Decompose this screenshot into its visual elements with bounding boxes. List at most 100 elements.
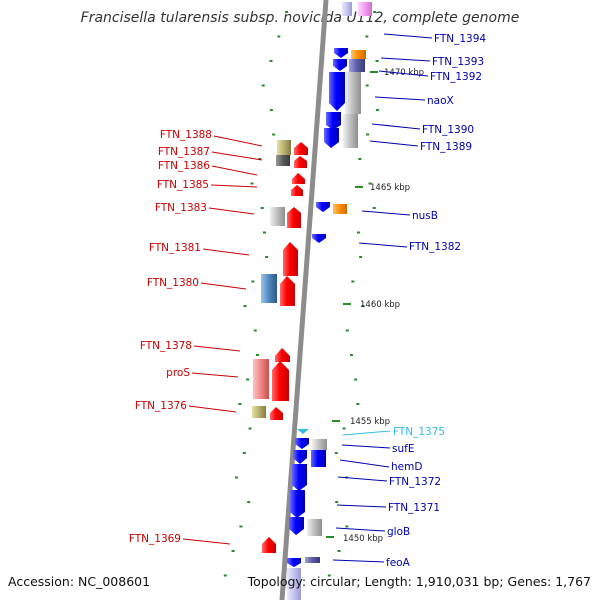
gene-arrow-ftn1380[interactable] [280,276,295,306]
genome-backbone [279,0,329,600]
gene-arrow-pros[interactable] [272,361,289,401]
leader-line [339,459,390,468]
leader-line [335,527,386,532]
gene-label-ftn1372[interactable]: FTN_1372 [389,476,441,488]
gene-arrow-ftn1390[interactable] [326,112,341,130]
gene-label-ftn1387[interactable]: FTN_1387 [158,146,210,158]
gene-block-ftn1394b[interactable] [358,2,372,16]
gc-skew-ticks [223,11,379,577]
gene-arrow-ftn1383[interactable] [287,207,301,228]
kbp-label-1460: 1460 kbp [360,300,400,310]
leader-line [337,476,388,482]
gene-label-nusb[interactable]: nusB [412,210,438,222]
gene-block-feoa[interactable] [305,557,320,563]
gene-label-ftn1392[interactable]: FTN_1392 [430,71,482,83]
gene-label-ftn1383[interactable]: FTN_1383 [155,202,207,214]
gene-label-ftn1386[interactable]: FTN_1386 [158,160,210,172]
gene-arrow-ftn1378[interactable] [275,348,290,362]
forward-strand-features [287,2,372,600]
gene-block-bottom[interactable] [287,568,301,600]
genome-summary-text: Topology: circular; Length: 1,910,031 bp… [247,574,591,589]
gene-arrow-ftn1392[interactable] [333,59,347,71]
gene-block-ftn1390[interactable] [343,114,358,148]
gene-label-sufe[interactable]: sufE [392,443,414,455]
gene-arrow-ftn1388[interactable] [294,142,308,155]
gene-label-hemd[interactable]: hemD [391,461,422,473]
gene-arrow-ftn1382[interactable] [312,234,326,243]
gene-arrow-nusb[interactable] [316,202,330,212]
leader-line [213,135,263,147]
gene-label-pros[interactable]: proS [166,367,190,379]
gene-block-ftn1380[interactable] [261,274,277,303]
leader-line [336,504,387,508]
gene-arrow-ftn1375[interactable] [297,429,309,434]
gene-block-nusb[interactable] [333,204,347,214]
gene-arrow-ftn1372[interactable] [292,464,307,491]
gene-label-ftn1381[interactable]: FTN_1381 [149,242,201,254]
gene-arrow-sufe[interactable] [295,438,309,449]
gene-block-pros[interactable] [253,359,269,399]
gene-label-ftn1380[interactable]: FTN_1380 [147,277,199,289]
right-gene-labels: FTN_1394 FTN_1393 FTN_1392 naoX FTN_1390… [332,33,486,569]
gene-label-ftn1388[interactable]: FTN_1388 [160,129,212,141]
gene-block-ftn1388[interactable] [277,140,291,155]
gene-label-ftn1385[interactable]: FTN_1385 [157,179,209,191]
gene-arrow-ftn1386[interactable] [292,173,305,184]
gene-arrow-naox[interactable] [329,72,345,111]
leader-line [191,372,239,378]
gene-arrow-ftn1393[interactable] [334,48,348,58]
gene-label-ftn1394[interactable]: FTN_1394 [434,33,486,45]
gene-arrow-ftn1389[interactable] [324,128,339,148]
leader-line [342,430,391,436]
leader-line [208,207,255,215]
gene-block-ftn1383[interactable] [270,207,285,226]
gene-arrow-ftn1381[interactable] [283,242,298,276]
gene-label-ftn1378[interactable]: FTN_1378 [140,340,192,352]
gene-label-ftn1376[interactable]: FTN_1376 [135,400,187,412]
gene-label-ftn1369[interactable]: FTN_1369 [129,533,181,545]
gene-arrow-ftn1376[interactable] [270,407,283,420]
leader-line [341,444,391,449]
gene-arrow-ftn1371[interactable] [290,490,305,518]
accession-text: Accession: NC_008601 [8,574,150,589]
gene-arrow-ftn1385[interactable] [291,185,303,196]
gene-block-ftn1392[interactable] [349,59,365,72]
kbp-scale: 1470 kbp 1465 kbp 1460 kbp 1455 kbp 1450… [326,68,424,544]
gene-block-glob[interactable] [307,519,322,536]
gene-label-feoa[interactable]: feoA [386,557,411,569]
gene-arrow-hemd[interactable] [293,450,307,464]
gene-label-glob[interactable]: gloB [387,526,410,538]
gene-arrow-glob[interactable] [289,517,304,535]
gene-label-ftn1389[interactable]: FTN_1389 [420,141,472,153]
gene-block-ftn1393[interactable] [351,50,366,59]
leader-line [332,559,385,563]
gene-label-ftn1390[interactable]: FTN_1390 [422,124,474,136]
gene-arrow-ftn1387[interactable] [294,156,307,168]
gene-block-hemd[interactable] [311,450,326,467]
leader-line [193,345,241,352]
leader-line [182,538,231,545]
leader-line [374,96,426,101]
gene-label-ftn1375[interactable]: FTN_1375 [393,426,445,438]
gene-label-ftn1371[interactable]: FTN_1371 [388,502,440,514]
gene-block-sufe[interactable] [312,439,327,450]
kbp-label-1450: 1450 kbp [343,534,383,544]
gene-block-ftn1376[interactable] [252,406,266,418]
leader-line [380,57,431,62]
leader-line [371,123,421,130]
gene-label-ftn1382[interactable]: FTN_1382 [409,241,461,253]
gene-label-ftn1393[interactable]: FTN_1393 [432,56,484,68]
gene-block-naox[interactable] [345,72,361,114]
gene-arrow-feoa[interactable] [287,558,301,567]
leader-line [383,33,433,39]
kbp-label-1470: 1470 kbp [384,68,424,78]
leader-line [202,248,250,256]
map-title: Francisella tularensis subsp. novicida U… [81,10,520,26]
leader-line [200,282,247,290]
kbp-label-1455: 1455 kbp [350,417,390,427]
gene-label-naox[interactable]: naoX [427,95,454,107]
gene-arrow-ftn1369[interactable] [262,537,276,553]
gene-block-ftn1387[interactable] [276,155,290,166]
gene-block-ftn1394[interactable] [342,2,352,16]
